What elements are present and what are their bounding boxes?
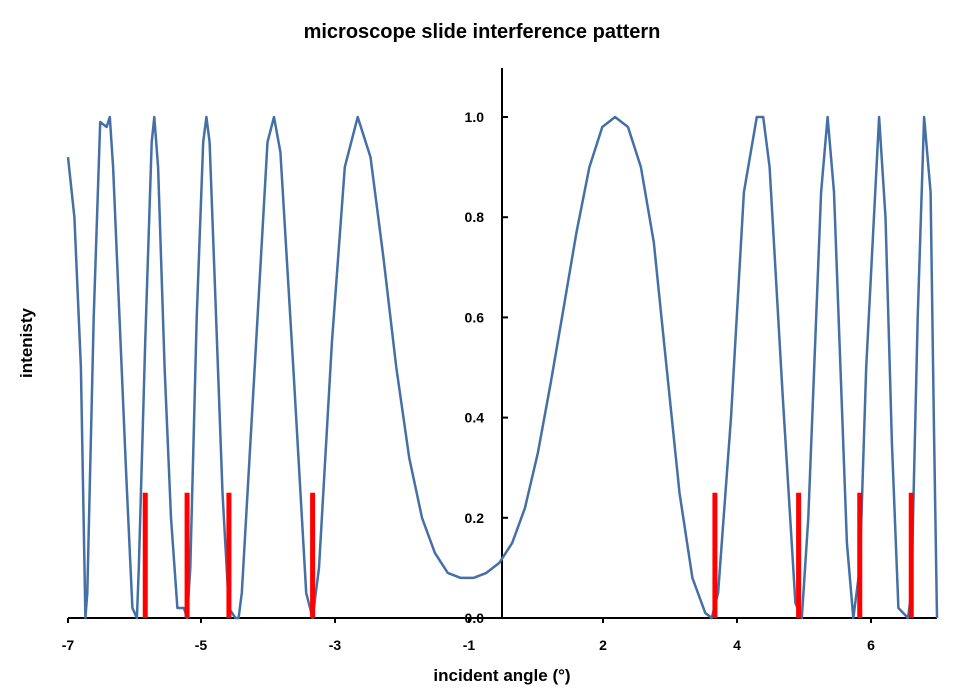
x-tick-label: -3 xyxy=(329,637,342,653)
y-tick-label: 0.6 xyxy=(465,309,485,325)
x-tick-label: -5 xyxy=(195,637,208,653)
y-tick-label: 0.2 xyxy=(465,510,485,526)
y-tick-label: 0.0 xyxy=(465,610,485,626)
y-axis-label: intenisty xyxy=(17,308,36,378)
chart-title: microscope slide interference pattern xyxy=(304,21,661,43)
plot-area: -7 -5 -3 -1 2 4 6 0.0 0.2 0.4 0.6 0.8 1.0 xyxy=(62,68,939,653)
x-tick-label: 2 xyxy=(599,637,607,653)
y-tick-label: 0.8 xyxy=(465,209,485,225)
x-axis-label: incident angle (°) xyxy=(433,666,570,685)
x-tick-label: 6 xyxy=(867,637,875,653)
intensity-curve xyxy=(66,115,939,620)
y-tick-label: 0.4 xyxy=(465,410,485,426)
y-tick-label: 1.0 xyxy=(465,109,485,125)
x-tick-label: 4 xyxy=(733,637,741,653)
x-tick-label: -1 xyxy=(463,637,476,653)
x-tick-label: -7 xyxy=(62,637,75,653)
